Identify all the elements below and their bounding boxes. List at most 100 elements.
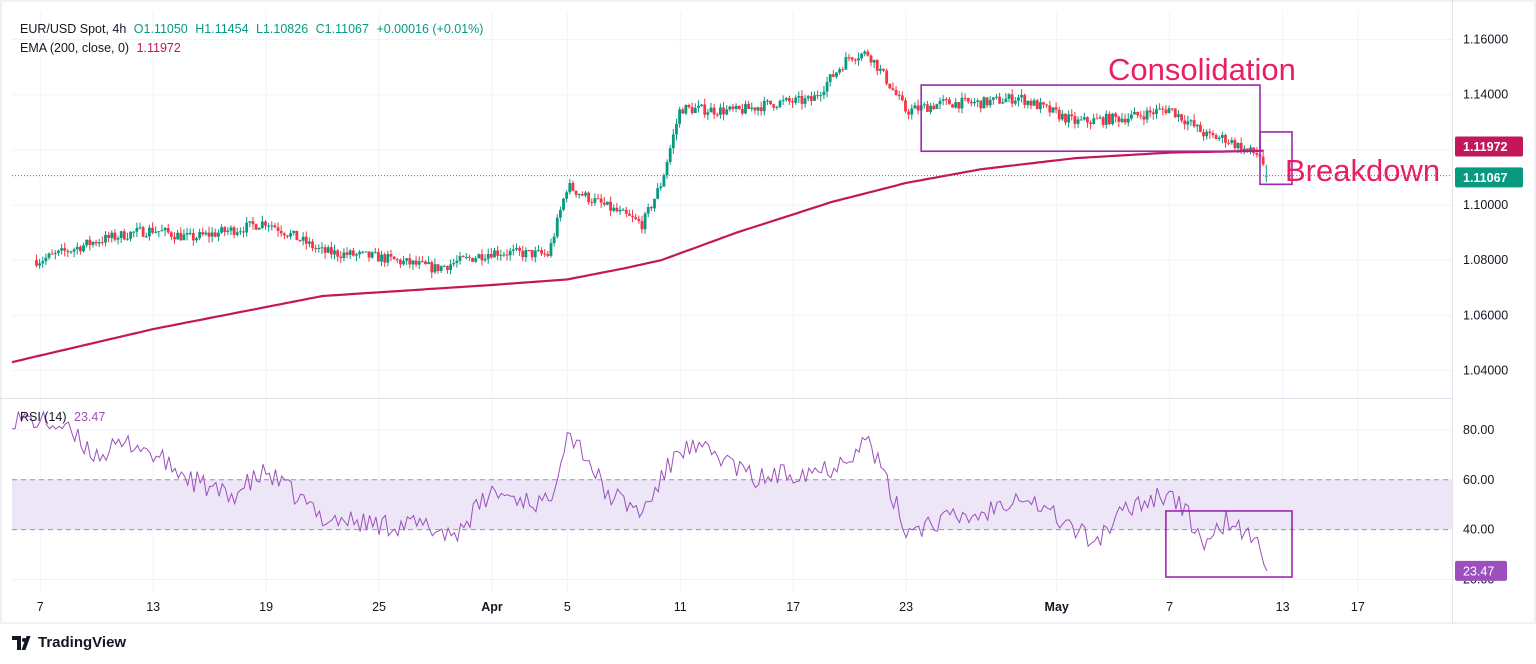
candle-body (675, 123, 678, 135)
candle-body (954, 102, 958, 108)
consolidation-label: Consolidation (1108, 52, 1296, 87)
candle-body (1004, 98, 1008, 103)
candle-body (1007, 94, 1011, 99)
candle-body (257, 227, 261, 230)
candle-body (326, 247, 330, 253)
candle-body (587, 192, 591, 203)
candle-body (1177, 114, 1180, 118)
candle-body (888, 83, 892, 89)
price-tick-label: 1.10000 (1463, 198, 1508, 212)
price-badge-label: 1.11067 (1463, 171, 1508, 185)
candle-body (562, 198, 565, 210)
candle-body (803, 98, 807, 104)
tradingview-icon (12, 635, 34, 650)
symbol-label[interactable]: EUR/USD Spot, 4h (20, 22, 127, 36)
candle-body (703, 104, 707, 115)
time-tick-label: 17 (1351, 600, 1365, 614)
candle-body (552, 236, 556, 244)
candle-body (1255, 153, 1259, 155)
candle-body (207, 232, 211, 237)
legend-ema[interactable]: EMA (200, close, 0) 1.11972 (20, 41, 185, 55)
candle-body (144, 236, 148, 238)
candle-body (1189, 120, 1193, 122)
ema-label[interactable]: EMA (200, close, 0) (20, 41, 130, 55)
rsi-band (12, 479, 1452, 530)
time-tick-label: 19 (259, 600, 273, 614)
candle-body (1020, 95, 1023, 98)
candle-body (329, 247, 333, 255)
candle-body (53, 252, 57, 254)
candle-body (1023, 95, 1027, 105)
candle-body (88, 239, 92, 245)
time-tick-label: 7 (37, 600, 44, 614)
candle-body (367, 251, 371, 258)
candle-body (1192, 120, 1196, 127)
candle-body (122, 231, 126, 240)
time-tick-label: 13 (1276, 600, 1290, 614)
price-axis[interactable]: 1.160001.140001.120001.100001.080001.060… (1463, 33, 1508, 378)
candle-body (188, 232, 192, 234)
candle-body (154, 231, 158, 233)
price-tick-label: 1.06000 (1463, 308, 1508, 322)
candle-body (191, 232, 195, 241)
candle-body (1086, 117, 1089, 123)
candle-body (493, 250, 496, 258)
candle-body (979, 100, 983, 109)
candle-body (267, 225, 271, 227)
candle-body (75, 246, 79, 250)
candle-body (1202, 131, 1205, 137)
candle-body (1227, 142, 1231, 144)
candle-body (766, 100, 769, 102)
candle-body (646, 207, 650, 214)
candle-body (1155, 109, 1158, 115)
candle-body (1070, 114, 1074, 117)
candle-body (1261, 156, 1265, 165)
candle-body (671, 134, 675, 149)
candle-body (41, 261, 45, 264)
candle-body (1114, 113, 1118, 117)
candle-body (948, 99, 951, 105)
candle-body (822, 91, 826, 96)
candle-body (264, 221, 267, 226)
candle-body (160, 230, 164, 232)
candle-body (138, 227, 142, 229)
candle-body (731, 106, 735, 109)
candle-body (995, 96, 998, 98)
candle-body (515, 247, 518, 250)
candle-body (606, 201, 609, 205)
candle-body (1048, 105, 1052, 113)
candle-body (555, 217, 559, 237)
tradingview-logo[interactable]: TradingView (12, 634, 126, 651)
candle-body (116, 238, 120, 240)
candle-body (1098, 117, 1102, 119)
candle-body (1167, 108, 1171, 114)
candle-body (1026, 100, 1030, 105)
candle-body (941, 99, 945, 101)
candle-body (537, 250, 540, 252)
candle-body (966, 98, 970, 102)
candle-body (273, 225, 277, 228)
candle-body (1054, 107, 1058, 110)
candle-body (1123, 118, 1127, 123)
time-tick-label: 25 (372, 600, 386, 614)
candle-body (420, 261, 424, 263)
legend-rsi[interactable]: RSI (14) 23.47 (20, 410, 109, 424)
rsi-label[interactable]: RSI (14) (20, 410, 67, 424)
legend-main[interactable]: EUR/USD Spot, 4h O1.11050 H1.11454 L1.10… (20, 22, 487, 36)
time-axis[interactable]: 7 13 19 25 Apr 5 11 17 23 May 7 13 17 (37, 600, 1365, 614)
candle-body (894, 89, 898, 95)
candle-body (383, 254, 387, 263)
rsi-value: 23.47 (74, 410, 106, 424)
candle-body (232, 227, 236, 235)
candle-body (402, 260, 405, 265)
candle-body (1001, 102, 1005, 104)
ema-value: 1.11972 (136, 41, 181, 55)
candle-body (813, 95, 816, 101)
candle-body (389, 254, 393, 257)
candle-body (44, 257, 48, 262)
candle-body (505, 254, 509, 256)
candle-body (762, 100, 766, 112)
candle-body (973, 101, 976, 104)
rsi-line (12, 410, 1268, 572)
candle-body (1104, 113, 1108, 125)
